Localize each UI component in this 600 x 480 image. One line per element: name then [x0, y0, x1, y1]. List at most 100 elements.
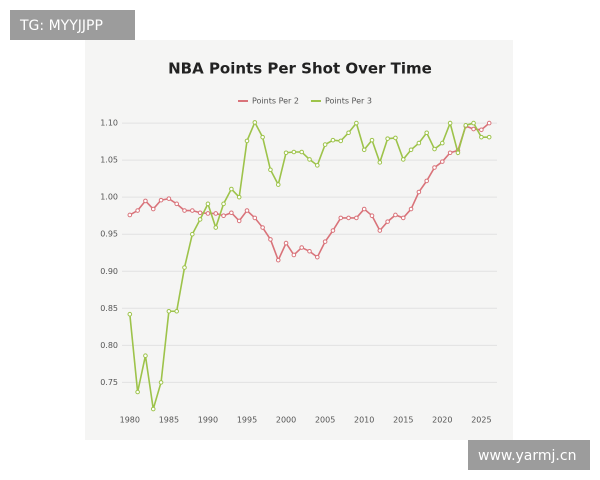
x-tick-label: 2025 — [471, 416, 491, 425]
data-point — [275, 257, 281, 263]
watermark: www.yarmj.cn — [478, 448, 576, 464]
data-point — [190, 231, 195, 237]
data-point — [463, 123, 469, 128]
y-tick-label: 0.90 — [100, 267, 118, 276]
data-point — [244, 138, 250, 144]
data-point — [432, 165, 437, 170]
data-point — [338, 138, 344, 144]
data-point — [408, 147, 414, 153]
data-point — [205, 201, 211, 207]
data-point — [400, 157, 406, 162]
data-point — [486, 134, 492, 140]
x-tick-label: 2010 — [354, 416, 374, 425]
y-tick-label: 0.95 — [100, 230, 118, 239]
data-point — [135, 389, 140, 395]
data-point — [166, 308, 172, 314]
data-point — [244, 208, 250, 213]
data-point — [229, 186, 234, 192]
x-tick-label: 1980 — [120, 416, 140, 425]
data-point — [127, 212, 133, 218]
watermark: TG: MYYJJPP — [19, 18, 103, 34]
x-tick-label: 2015 — [393, 416, 413, 425]
data-point — [291, 252, 297, 258]
data-point — [338, 215, 344, 221]
data-point — [150, 406, 156, 412]
data-point — [322, 142, 328, 147]
data-point — [354, 215, 359, 221]
data-point — [174, 308, 179, 314]
data-point — [440, 140, 445, 146]
data-point — [400, 215, 406, 221]
data-point — [361, 147, 367, 153]
data-point — [299, 245, 304, 250]
y-tick-label: 0.75 — [100, 378, 118, 387]
data-point — [369, 137, 375, 143]
data-point — [346, 215, 351, 221]
data-point — [385, 136, 390, 141]
data-point — [322, 239, 328, 244]
data-point — [283, 240, 289, 246]
data-point — [127, 311, 133, 317]
y-tick-label: 0.85 — [100, 304, 118, 313]
x-tick-label: 1985 — [159, 416, 179, 425]
data-point — [307, 248, 312, 254]
data-point — [213, 225, 219, 230]
data-point — [455, 150, 461, 156]
data-point — [182, 208, 187, 213]
data-point — [424, 130, 429, 136]
data-point — [385, 219, 390, 224]
data-point — [479, 134, 484, 140]
data-point — [416, 189, 422, 195]
data-point — [479, 127, 484, 133]
data-point — [283, 150, 289, 156]
y-tick-label: 1.00 — [100, 193, 118, 202]
data-point — [158, 197, 164, 203]
x-tick-label: 2005 — [315, 416, 335, 425]
data-point — [236, 194, 242, 200]
chart-title: NBA Points Per Shot Over Time — [168, 60, 432, 78]
x-tick-label: 2000 — [276, 416, 296, 425]
x-tick-label: 2020 — [432, 416, 452, 425]
data-point — [315, 254, 320, 260]
data-point — [354, 120, 359, 126]
data-point — [252, 120, 258, 125]
data-point — [213, 211, 219, 216]
data-point — [150, 206, 156, 212]
data-point — [260, 134, 265, 140]
x-tick-label: 1995 — [237, 416, 257, 425]
data-point — [330, 228, 336, 233]
data-point — [197, 210, 203, 216]
chart-card — [85, 40, 513, 440]
data-point — [447, 150, 453, 156]
x-tick-label: 1990 — [198, 416, 218, 425]
data-point — [377, 228, 383, 233]
data-point — [369, 213, 375, 219]
legend-label: Points Per 3 — [325, 97, 372, 106]
data-point — [205, 211, 211, 216]
data-point — [268, 237, 273, 242]
data-point — [408, 206, 414, 212]
data-point — [275, 182, 281, 187]
data-point — [221, 201, 226, 207]
data-point — [471, 120, 476, 126]
data-point — [486, 120, 492, 126]
data-point — [424, 178, 429, 184]
data-point — [440, 159, 445, 164]
data-point — [393, 212, 398, 218]
data-point — [377, 160, 383, 165]
data-point — [315, 163, 320, 168]
data-point — [432, 146, 437, 152]
legend-label: Points Per 2 — [252, 97, 299, 106]
data-point — [393, 135, 398, 141]
data-point — [252, 215, 258, 221]
data-point — [166, 196, 172, 201]
data-point — [190, 208, 195, 213]
data-point — [229, 210, 234, 216]
data-point — [236, 218, 242, 224]
data-point — [182, 265, 187, 270]
data-point — [346, 130, 351, 136]
data-point — [447, 120, 453, 126]
y-tick-label: 0.80 — [100, 341, 118, 350]
y-tick-label: 1.10 — [100, 119, 118, 128]
